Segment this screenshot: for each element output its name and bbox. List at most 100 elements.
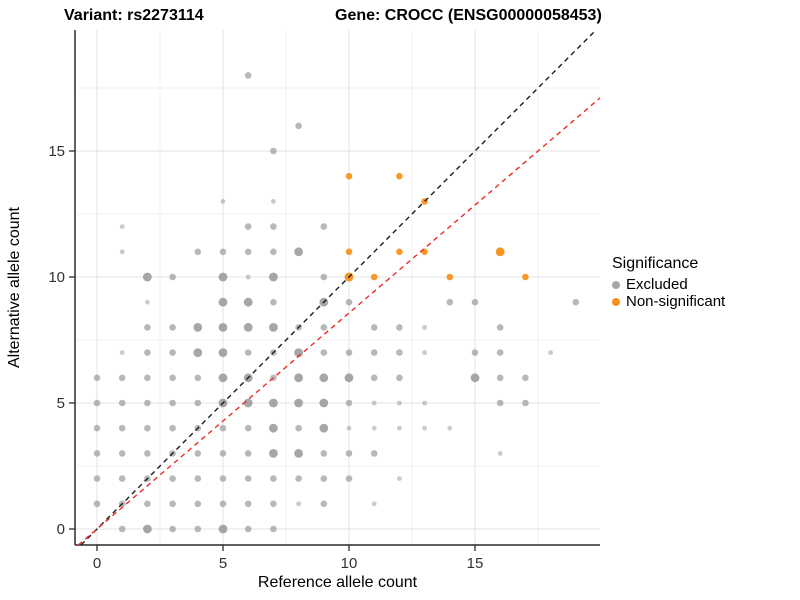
excluded-point [93,374,101,382]
excluded-point [193,348,203,357]
legend: Significance Excluded Non-significant [612,255,725,310]
excluded-point [320,273,328,281]
excluded-point [496,349,504,356]
excluded-point [370,374,378,382]
excluded-point [295,424,302,432]
excluded-point [118,475,126,482]
excluded-point [270,147,277,155]
y-tick-label: 0 [57,521,65,538]
excluded-point [118,525,126,533]
excluded-point [194,450,202,457]
x-tick-label: 15 [467,555,484,572]
excluded-point [118,374,126,382]
excluded-point [169,374,176,382]
excluded-point [397,425,402,431]
excluded-point [345,298,353,306]
excluded-point [345,399,353,407]
excluded-point [422,325,427,330]
excluded-point [194,525,202,533]
excluded-point [422,350,427,355]
non-significant-point [370,273,378,281]
excluded-point [397,476,402,481]
excluded-point [144,450,151,457]
x-tick-label: 10 [341,555,358,572]
excluded-point [522,374,529,382]
excluded-point [295,475,302,482]
excluded-point [294,373,303,383]
excluded-point [320,324,328,331]
excluded-point [169,273,176,281]
excluded-point [194,399,202,407]
excluded-point [397,400,402,406]
excluded-point [194,475,202,482]
excluded-point [496,399,504,407]
excluded-point [194,374,202,382]
excluded-point [270,223,277,230]
excluded-point [320,349,328,356]
excluded-point [346,425,352,431]
excluded-point [219,424,227,432]
excluded-point [194,500,202,508]
excluded-point [169,525,176,533]
x-tick-label: 0 [93,555,101,572]
excluded-point [270,298,277,306]
excluded-point [93,500,101,508]
excluded-point [370,450,378,457]
legend-title: Significance [612,255,699,272]
excluded-point [194,248,202,256]
excluded-point [119,224,125,230]
identity-line [80,29,597,546]
excluded-point [345,450,353,457]
excluded-point [220,199,226,204]
excluded-point [271,199,276,204]
excluded-point [93,424,101,432]
excluded-dot-icon [612,280,620,289]
non-significant-point [396,172,403,180]
excluded-point [144,349,151,356]
excluded-point [244,72,252,79]
excluded-point [218,524,228,534]
excluded-point [119,249,125,255]
excluded-point [244,500,252,508]
excluded-point [320,450,328,457]
y-tick-label: 15 [48,143,65,160]
non-significant-point [522,273,529,281]
excluded-point [345,475,353,482]
excluded-point [422,400,427,406]
excluded-point [93,475,101,482]
excluded-point [144,324,151,331]
legend-item-label: Non-significant [626,293,726,310]
excluded-point [270,525,277,533]
excluded-point [371,425,377,431]
excluded-point [93,399,101,407]
excluded-point [296,501,301,507]
excluded-point [522,399,529,407]
excluded-point [119,350,125,355]
excluded-point [244,349,252,356]
excluded-point [244,525,252,533]
excluded-point [497,451,503,456]
excluded-point [144,399,151,407]
excluded-point [572,298,580,306]
excluded-point [345,349,353,356]
variant-title: Variant: rs2273114 [64,7,204,24]
excluded-point [270,500,277,508]
legend-item-label: Excluded [626,276,688,293]
excluded-point [169,399,176,407]
excluded-point [471,349,479,356]
excluded-point [218,323,228,332]
excluded-point [243,398,253,408]
excluded-point [422,425,427,431]
excluded-point [319,373,329,383]
excluded-point [396,324,403,331]
excluded-point [218,297,228,307]
excluded-point [219,500,227,508]
excluded-point [144,500,151,508]
legend-item-excluded: Excluded [612,276,725,293]
excluded-point [269,398,278,408]
gene-title: Gene: CROCC (ENSG00000058453) [335,7,602,24]
excluded-point [243,297,253,307]
excluded-point [470,373,480,383]
